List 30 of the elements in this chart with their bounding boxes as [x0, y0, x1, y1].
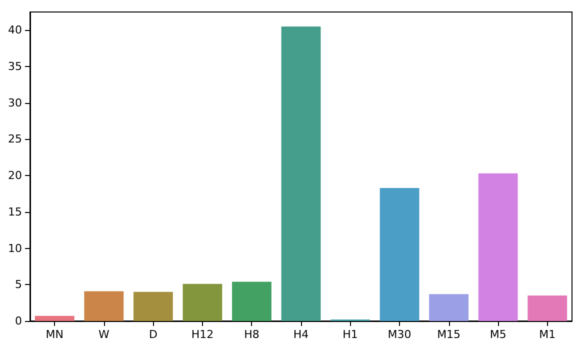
x-tick-label: D	[148, 328, 158, 341]
y-tick-label: 30	[8, 96, 22, 110]
x-tick-label: M15	[437, 328, 461, 341]
x-tick-label: M1	[539, 328, 556, 341]
y-tick-label: 5	[15, 278, 22, 292]
bar	[133, 292, 173, 321]
x-tick-label: M5	[490, 328, 506, 341]
x-tick-label: W	[98, 328, 110, 341]
y-tick-label: 20	[8, 169, 22, 182]
bar	[84, 291, 124, 321]
y-tick-label: 25	[8, 132, 22, 146]
bar	[182, 284, 222, 321]
x-tick-label: H4	[293, 328, 309, 341]
x-tick-label: H12	[191, 328, 214, 341]
bar	[34, 316, 74, 321]
y-tick-label: 10	[8, 242, 22, 255]
bar	[380, 188, 420, 321]
y-tick-label: 0	[15, 314, 22, 328]
bar	[429, 294, 469, 321]
bar	[528, 296, 568, 321]
x-tick-label: H8	[244, 328, 260, 341]
bar	[232, 282, 272, 321]
y-tick-label: 35	[8, 60, 22, 74]
x-tick-label: H1	[342, 328, 358, 341]
y-tick-label: 15	[8, 205, 22, 218]
x-tick-label: M30	[388, 328, 412, 341]
x-tick-label: MN	[46, 328, 64, 341]
y-tick-label: 40	[8, 24, 22, 37]
bar	[478, 173, 518, 321]
bar	[281, 26, 321, 321]
